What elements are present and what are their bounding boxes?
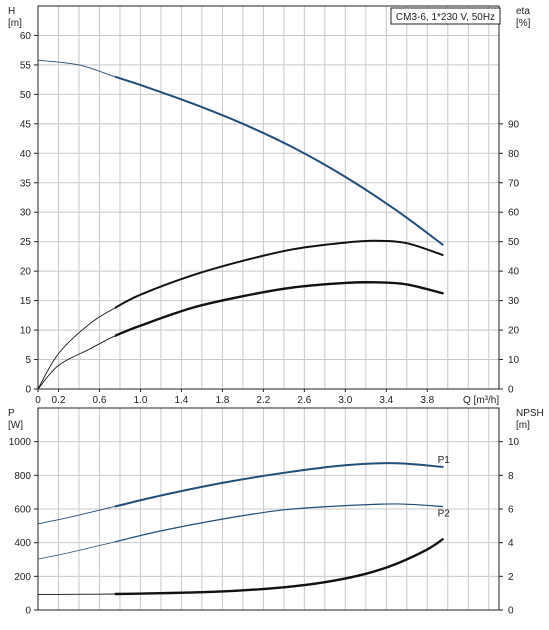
- top-x-tick-label: 0.2: [52, 395, 66, 406]
- top-x-tick-label: 0.6: [93, 395, 107, 406]
- top-left-tick-label: 20: [20, 267, 32, 278]
- bottom-left-axis-unit: [W]: [8, 420, 23, 431]
- top-left-tick-label: 55: [20, 60, 32, 71]
- top-left-tick-label: 40: [20, 149, 32, 160]
- chart-title: CM3-6, 1*230 V, 50Hz: [396, 12, 495, 23]
- bottom-left-axis-title: P: [8, 408, 15, 419]
- top-right-tick-label: 20: [508, 326, 520, 337]
- p2-label: P2: [438, 508, 451, 519]
- top-left-tick-label: 35: [20, 178, 32, 189]
- bottom-left-tick-label: 600: [14, 505, 31, 516]
- bottom-left-tick-label: 800: [14, 471, 31, 482]
- top-left-tick-label: 5: [25, 355, 31, 366]
- top-x-tick-label: 2.2: [256, 395, 270, 406]
- power-npsh-panel: 0 200 400 600 800 1000 0 2 4 6 8 10 P[W] NPSH[m] P1 P2: [8, 407, 544, 617]
- top-right-tick-label: 50: [508, 237, 520, 248]
- top-left-tick-label: 10: [20, 326, 32, 337]
- top-plot-frame: [37, 5, 500, 390]
- bottom-right-axis-title: NPSH: [516, 408, 544, 419]
- bottom-series-group: [38, 462, 444, 596]
- top-right-tick-label: 0: [508, 385, 514, 396]
- top-left-tick-label: 15: [20, 296, 32, 307]
- bottom-right-tick-label: 4: [508, 538, 514, 549]
- bottom-series-2-curve: [114, 538, 444, 596]
- top-x-tick-label: 1.8: [215, 395, 229, 406]
- top-right-tick-label: 90: [508, 119, 520, 130]
- bottom-left-tick-label: 400: [14, 538, 31, 549]
- top-left-axis-unit: [m]: [8, 18, 22, 29]
- top-series-1-curve: [114, 239, 444, 310]
- p1-curve-thin: [38, 506, 115, 525]
- head-efficiency-panel: 0 5 10 15 20 25 30 35 40 45 50 55 60 0 10 20 30 40 50 60 70 8…: [8, 5, 531, 406]
- top-x-tick-label: 3.4: [379, 395, 393, 406]
- bottom-right-tick-label: 2: [508, 572, 514, 583]
- top-left-tick-label: 25: [20, 237, 32, 248]
- bottom-right-tick-label: 6: [508, 505, 514, 516]
- bottom-left-tick-label: 0: [25, 606, 31, 617]
- bottom-right-tick-label: 10: [508, 437, 520, 448]
- top-series-0-curve: [114, 75, 444, 246]
- bottom-left-tick-label: 1000: [9, 437, 32, 448]
- top-x-tick-label: 3.0: [338, 395, 352, 406]
- bottom-right-tick-label: 0: [508, 606, 514, 617]
- top-series-2-curve: [114, 281, 444, 338]
- top-left-tick-label: 60: [20, 31, 32, 42]
- top-x-tick-label: 0: [35, 395, 41, 406]
- top-left-tick-label: 0: [25, 385, 31, 396]
- top-x-tick-label: 3.8: [420, 395, 434, 406]
- p2-curve-thin: [38, 541, 115, 560]
- top-x-tick-label: 1.0: [133, 395, 147, 406]
- top-x-tick-label: 1.4: [174, 395, 188, 406]
- top-series-2-curve-thin: [38, 335, 115, 389]
- top-right-tick-label: 70: [508, 178, 520, 189]
- top-right-tick-label: 30: [508, 296, 520, 307]
- top-x-tick-label: 2.6: [297, 395, 311, 406]
- top-right-axis-unit: [%]: [516, 18, 531, 29]
- p1-curve: [114, 462, 444, 508]
- top-right-axis-title: eta: [516, 6, 530, 17]
- bottom-left-tick-label: 200: [14, 572, 31, 583]
- top-left-tick-label: 30: [20, 208, 32, 219]
- bottom-right-axis-unit: [m]: [516, 420, 530, 431]
- bottom-right-tick-label: 8: [508, 471, 514, 482]
- top-series-1-curve-thin: [38, 307, 115, 389]
- chart-title-frame: [390, 7, 501, 25]
- top-left-tick-label: 45: [20, 119, 32, 130]
- bottom-series-2-curve-thin: [38, 593, 115, 595]
- p1-label: P1: [438, 455, 451, 466]
- top-right-tick-label: 10: [508, 355, 520, 366]
- top-right-tick-label: 40: [508, 267, 520, 278]
- top-left-tick-label: 50: [20, 90, 32, 101]
- chart-title-box: CM3-6, 1*230 V, 50Hz: [390, 7, 501, 25]
- top-left-axis-title: H: [8, 6, 15, 17]
- top-right-tick-label: 80: [508, 149, 520, 160]
- top-series-0-curve-thin: [38, 59, 115, 78]
- top-series-group: [38, 59, 444, 389]
- top-right-tick-label: 60: [508, 208, 520, 219]
- p2-curve: [114, 503, 444, 543]
- x-axis-title: Q [m³/h]: [463, 395, 499, 406]
